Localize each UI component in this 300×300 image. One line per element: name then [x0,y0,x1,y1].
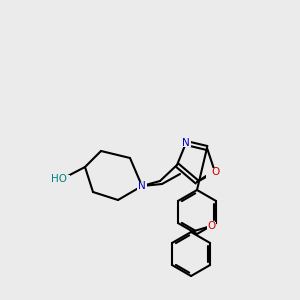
Text: O: O [211,167,219,177]
FancyBboxPatch shape [182,139,190,147]
FancyBboxPatch shape [137,182,147,190]
Text: HO: HO [51,174,67,184]
Text: N: N [182,138,190,148]
FancyBboxPatch shape [207,222,216,230]
FancyBboxPatch shape [211,168,220,176]
Text: N: N [138,181,146,191]
FancyBboxPatch shape [206,170,218,178]
Text: O: O [207,221,215,231]
FancyBboxPatch shape [48,175,70,184]
